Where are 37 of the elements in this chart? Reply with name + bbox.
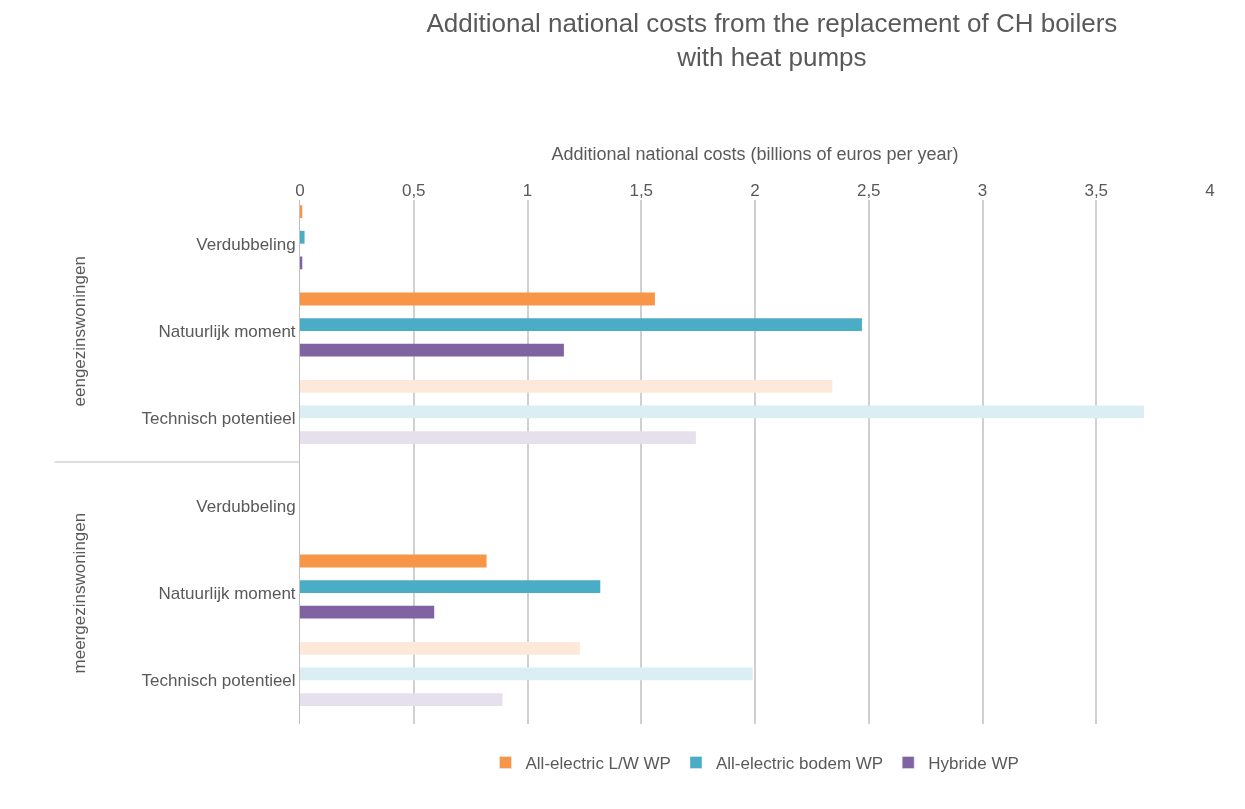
x-tick-label: 3 bbox=[977, 180, 988, 200]
bar bbox=[300, 318, 862, 331]
bar bbox=[300, 605, 435, 619]
y-tick-label: Natuurlijk moment bbox=[158, 321, 296, 341]
bar bbox=[300, 693, 503, 706]
legend-label: Hybride WP bbox=[928, 754, 1019, 774]
y-tick-label: Verdubbeling bbox=[196, 234, 296, 254]
bar bbox=[300, 379, 833, 393]
bar bbox=[300, 205, 303, 219]
chart-title: Additional national costs from the replacement of CH boilers with heat pumps bbox=[426, 8, 1118, 73]
x-tick-label: 2 bbox=[750, 180, 760, 200]
bar bbox=[300, 292, 655, 306]
bar bbox=[300, 641, 580, 655]
y-tick-label: Technisch potentieel bbox=[141, 671, 296, 691]
bar bbox=[300, 230, 305, 244]
bar bbox=[300, 343, 564, 357]
x-tick-label: 0,5 bbox=[401, 180, 426, 200]
bar bbox=[300, 431, 696, 444]
x-tick-label: 0 bbox=[295, 180, 305, 200]
bar bbox=[300, 256, 303, 270]
legend-label: All-electric L/W WP bbox=[525, 754, 671, 774]
x-tick-label: 1,5 bbox=[629, 180, 654, 200]
legend-label: All-electric bodem WP bbox=[715, 754, 884, 774]
text: meergezinswoningen bbox=[70, 512, 90, 674]
x-tick-label: 1 bbox=[522, 180, 533, 200]
bar bbox=[300, 405, 1145, 419]
y-tick-label: Verdubbeling bbox=[196, 496, 296, 516]
y-tick-label: Natuurlijk moment bbox=[158, 583, 296, 603]
x-tick-label: 4 bbox=[1205, 180, 1215, 200]
x-tick-label: 2,5 bbox=[856, 180, 881, 200]
bar bbox=[300, 580, 601, 593]
bar bbox=[300, 667, 753, 681]
text: eengezinswoningen bbox=[70, 256, 90, 407]
x-axis-title: Additional national costs (billions of euros per year) bbox=[551, 143, 959, 164]
bar bbox=[300, 554, 487, 568]
x-tick-label: 3,5 bbox=[1084, 180, 1109, 200]
y-tick-label: Technisch potentieel bbox=[141, 409, 296, 429]
